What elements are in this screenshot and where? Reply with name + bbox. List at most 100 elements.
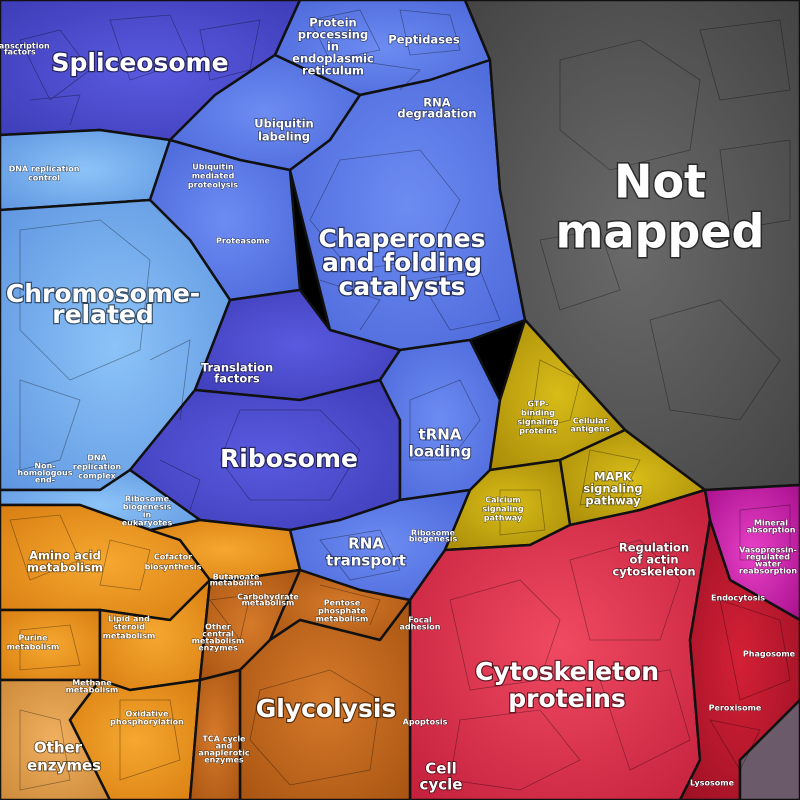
svg-text:biogenesis: biogenesis: [123, 503, 172, 512]
svg-text:Butanoate: Butanoate: [213, 573, 260, 582]
svg-text:replication: replication: [73, 463, 122, 472]
svg-text:Non-: Non-: [34, 462, 55, 471]
svg-text:and folding: and folding: [322, 248, 482, 277]
svg-text:Carbohydrate: Carbohydrate: [237, 593, 299, 602]
label-chromosome: Chromosome- related: [5, 278, 202, 331]
svg-text:mediated: mediated: [192, 172, 235, 181]
label-oxidative: Oxidative phosphorylation: [110, 709, 185, 727]
svg-text:enzymes: enzymes: [204, 756, 244, 765]
region-tca[interactable]: [188, 668, 242, 800]
svg-text:antigens: antigens: [570, 425, 610, 434]
label-amino-acid: Amino acid metabolism: [26, 548, 103, 575]
svg-text:in: in: [143, 511, 152, 520]
svg-text:signaling: signaling: [482, 505, 524, 514]
label-trna-loading: tRNA loading: [408, 425, 473, 462]
svg-text:Regulation: Regulation: [619, 541, 689, 555]
svg-text:adhesion: adhesion: [400, 623, 441, 632]
label-transcription-factors: Transcription factors: [0, 41, 50, 57]
label-purine: Purine metabolism: [6, 633, 60, 652]
svg-text:transport: transport: [326, 552, 406, 570]
label-lipid: Lipid and steroid metabolism: [102, 614, 156, 641]
svg-text:phosphorylation: phosphorylation: [110, 718, 184, 727]
svg-text:TCA cycle: TCA cycle: [202, 735, 246, 744]
svg-text:complex: complex: [78, 472, 116, 481]
svg-text:related: related: [52, 300, 154, 329]
svg-text:endoplasmic: endoplasmic: [292, 52, 374, 66]
svg-text:Cofactor: Cofactor: [154, 553, 192, 562]
label-butanoate: Butanoate metabolism: [209, 572, 263, 588]
svg-text:Translation: Translation: [201, 361, 273, 375]
svg-text:Not: Not: [614, 155, 706, 209]
svg-text:DNA: DNA: [87, 454, 107, 463]
subcell-texture: [9, 9, 791, 791]
svg-text:metabolism: metabolism: [316, 615, 369, 624]
label-cell-cycle: Cell cycle: [419, 759, 464, 795]
svg-text:binding: binding: [521, 409, 555, 418]
label-non-homologous: Non- homologous end-: [17, 461, 73, 485]
label-chaperones: Chaperones and folding catalysts: [317, 223, 487, 303]
svg-text:metabolism: metabolism: [66, 686, 119, 695]
svg-text:Protein: Protein: [309, 16, 356, 30]
label-not-mapped: Not mapped: [554, 153, 766, 260]
svg-text:absorption: absorption: [747, 526, 796, 535]
region-bottom-right[interactable]: [738, 698, 800, 800]
svg-text:end-: end-: [35, 476, 55, 485]
label-cytoskeleton: Cytoskeleton proteins: [474, 656, 661, 715]
svg-text:Vasopressin-: Vasopressin-: [739, 546, 797, 555]
svg-text:eukaryotes: eukaryotes: [122, 519, 173, 528]
svg-text:pathway: pathway: [585, 494, 641, 508]
svg-text:Cell: Cell: [425, 760, 456, 778]
svg-text:labeling: labeling: [258, 130, 310, 144]
svg-text:metabolism: metabolism: [27, 561, 103, 575]
svg-text:DNA replication: DNA replication: [9, 165, 80, 174]
svg-text:central: central: [202, 630, 234, 639]
svg-text:proteolysis: proteolysis: [188, 181, 238, 190]
svg-text:steroid: steroid: [113, 623, 145, 632]
svg-text:water: water: [755, 560, 781, 569]
label-mineral-absorption: Mineral absorption: [746, 518, 796, 535]
region-oxidative[interactable]: [68, 678, 202, 800]
label-ribosome-biogenesis: Ribosome biogenesis in eukaryotes: [121, 494, 173, 528]
label-regulation-actin: Regulation of actin cytoskeleton: [612, 540, 696, 579]
svg-text:Ribosome: Ribosome: [411, 529, 456, 538]
label-mapk: MAPK signaling pathway: [583, 469, 644, 508]
svg-text:control: control: [28, 174, 60, 183]
svg-text:Amino acid: Amino acid: [29, 549, 101, 563]
label-ribosome-biogenesis2: Ribosome biogenesis: [408, 528, 458, 544]
svg-text:mapped: mapped: [556, 205, 765, 259]
label-ribosome: Ribosome: [220, 444, 358, 473]
label-rna-degradation: RNA degradation: [397, 95, 478, 121]
svg-text:regulated: regulated: [746, 553, 790, 562]
label-glycolysis: Glycolysis: [256, 694, 397, 723]
svg-text:RNA: RNA: [348, 535, 384, 553]
svg-text:Other: Other: [34, 739, 83, 757]
svg-text:signaling: signaling: [583, 482, 642, 496]
svg-text:degradation: degradation: [397, 107, 476, 121]
svg-text:metabolism: metabolism: [7, 643, 60, 652]
svg-text:cycle: cycle: [420, 776, 463, 794]
svg-text:Ubiquitin: Ubiquitin: [254, 117, 314, 131]
svg-text:Calcium: Calcium: [485, 496, 521, 505]
label-rna-transport: RNA transport: [325, 534, 407, 571]
label-ubiquitin-proteolysis: Ubiquitin mediated proteolysis: [187, 162, 238, 190]
svg-text:Lipid and: Lipid and: [108, 615, 150, 624]
svg-text:factors: factors: [4, 48, 36, 57]
svg-text:signaling: signaling: [517, 418, 559, 427]
label-dna-replication-control: DNA replication control: [8, 164, 80, 183]
svg-text:metabolism: metabolism: [210, 579, 263, 588]
svg-text:tRNA: tRNA: [419, 426, 462, 444]
label-focal-adhesion: Focal adhesion: [399, 615, 441, 632]
label-protein-processing: Protein processing in endoplasmic reticu…: [291, 15, 374, 78]
svg-text:Purine: Purine: [18, 634, 48, 643]
label-pentose: Pentose phosphate metabolism: [315, 598, 369, 624]
svg-text:Methane: Methane: [72, 679, 112, 688]
svg-text:metabolism: metabolism: [192, 637, 245, 646]
svg-text:Ubiquitin: Ubiquitin: [192, 163, 234, 172]
label-spliceosome: Spliceosome: [51, 48, 228, 77]
svg-text:processing: processing: [298, 28, 368, 42]
label-calcium: Calcium signaling pathway: [482, 495, 525, 523]
label-cofactor: Cofactor biosynthesis: [144, 552, 202, 572]
svg-text:and: and: [216, 742, 233, 751]
svg-text:metabolism: metabolism: [103, 632, 156, 641]
